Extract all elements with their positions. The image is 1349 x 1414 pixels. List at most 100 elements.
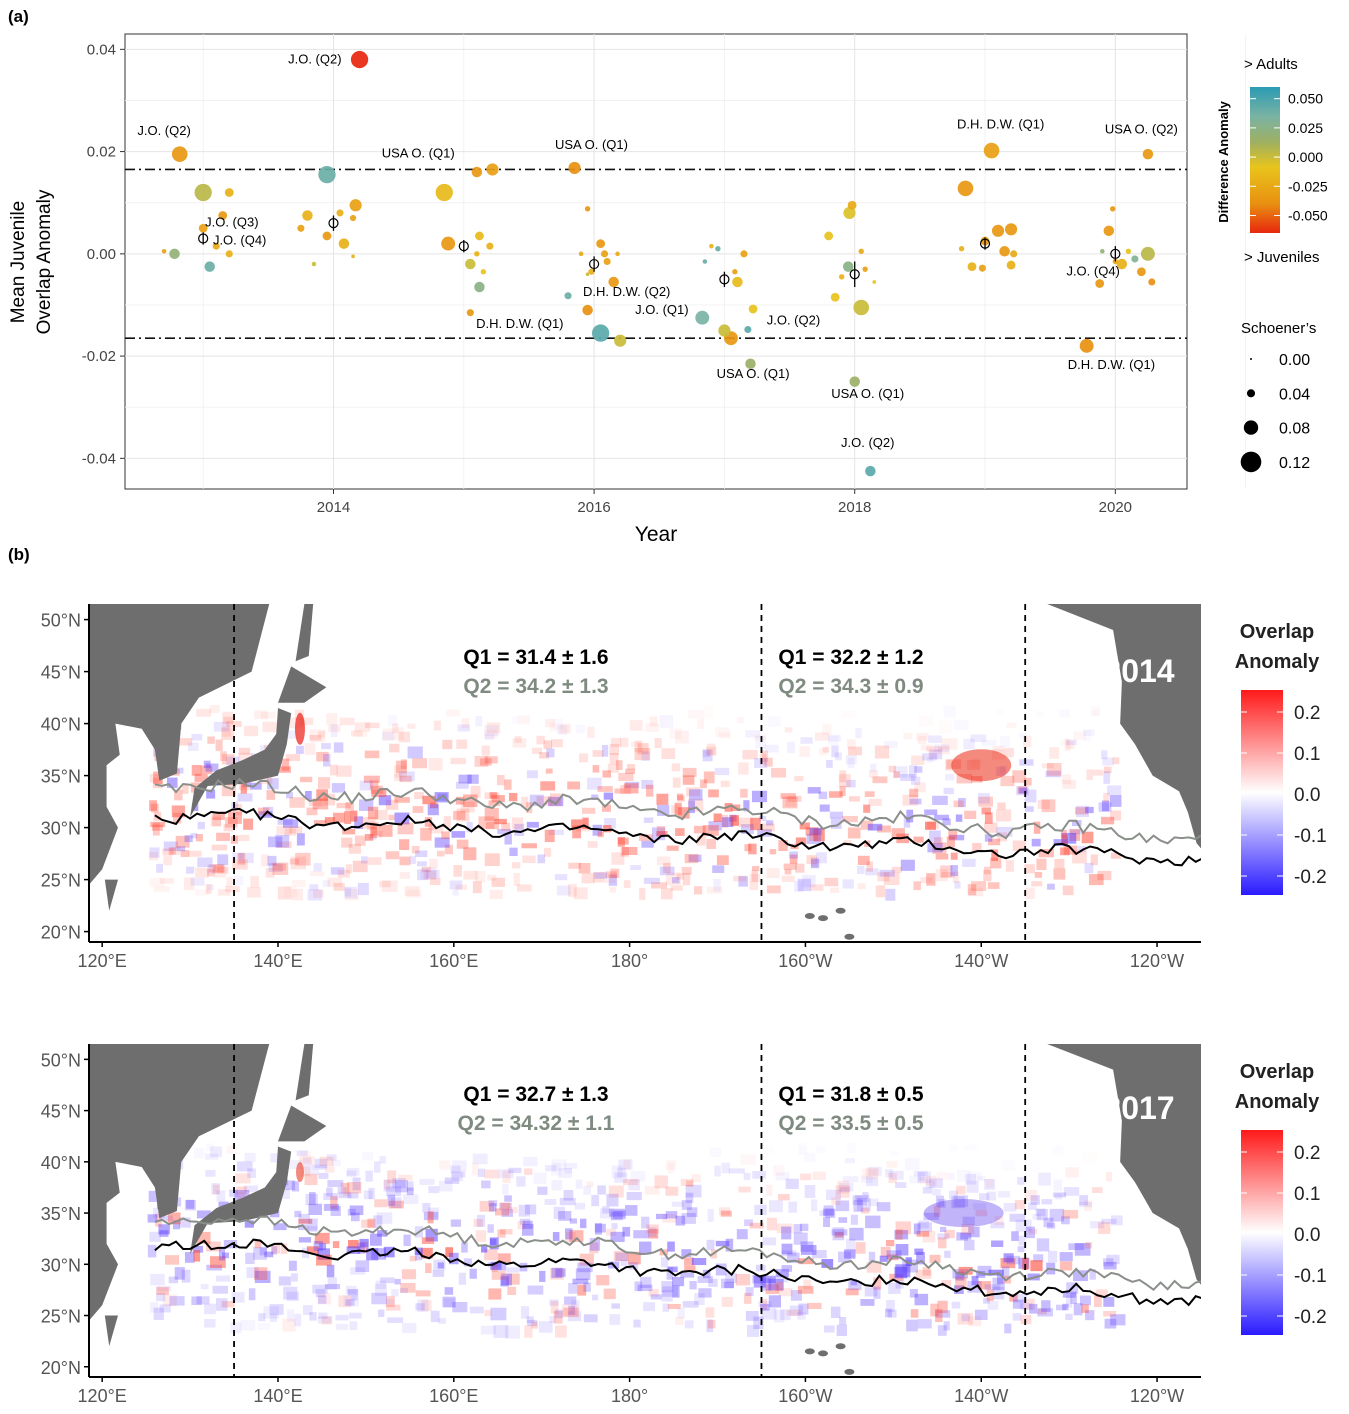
anomaly-cell — [661, 1290, 673, 1302]
anomaly-cell — [703, 771, 715, 784]
anomaly-cell — [193, 1147, 205, 1159]
anomaly-cell — [218, 889, 231, 896]
anomaly-cell — [150, 803, 159, 813]
anomaly-cell — [906, 809, 914, 823]
anomaly-cell — [507, 1207, 518, 1214]
anomaly-cell — [359, 780, 373, 791]
anomaly-cell — [985, 1178, 994, 1189]
anomaly-cell — [753, 1316, 764, 1330]
anomaly-cell — [606, 1228, 617, 1236]
point-annotation: J.O. (Q3) — [205, 215, 258, 230]
anomaly-cell — [864, 791, 875, 797]
anomaly-cell — [1013, 1294, 1027, 1303]
anomaly-cell — [305, 790, 312, 800]
anomaly-cell — [592, 824, 603, 836]
anomaly-cell — [455, 796, 465, 805]
anomaly-cell — [488, 1200, 498, 1207]
anomaly-cell — [811, 1199, 818, 1212]
anomaly-cell — [847, 757, 855, 768]
anomaly-cell — [506, 1267, 520, 1273]
anomaly-cell — [958, 797, 966, 808]
anomaly-cell — [721, 1296, 733, 1307]
anomaly-cell — [395, 760, 407, 774]
data-point — [161, 249, 167, 254]
anomaly-cell — [860, 820, 873, 830]
anomaly-cell — [905, 1158, 920, 1171]
north-america-landmass — [1047, 1044, 1201, 1357]
anomaly-cell — [954, 720, 969, 730]
data-point — [582, 304, 593, 316]
anomaly-cell — [784, 869, 792, 875]
anomaly-cell — [497, 1253, 511, 1263]
anomaly-cell — [765, 820, 774, 826]
anomaly-cell — [1024, 1190, 1038, 1201]
anomaly-cell — [1034, 871, 1043, 878]
data-point — [322, 231, 332, 241]
anomaly-cell — [721, 1278, 734, 1289]
anomaly-cell — [760, 1303, 770, 1311]
anomaly-cell — [867, 823, 883, 831]
anomaly-cell — [512, 738, 527, 748]
anomaly-cell — [1009, 1213, 1026, 1222]
anomaly-cell — [262, 721, 278, 733]
anomaly-cell — [662, 1214, 678, 1223]
anomaly-cell — [773, 1309, 785, 1323]
anomaly-cell — [702, 749, 713, 762]
anomaly-cell — [226, 721, 242, 728]
anomaly-cell — [962, 1216, 975, 1225]
anomaly-cell — [967, 884, 977, 896]
y-axis-ticks: -0.04-0.020.000.020.04 — [82, 41, 125, 467]
anomaly-cell — [643, 877, 660, 884]
anomaly-cell — [623, 880, 631, 889]
anomaly-cell — [212, 1285, 228, 1294]
anomaly-cell — [244, 1152, 256, 1162]
anomaly-cell — [845, 755, 857, 765]
anomaly-cell — [243, 1185, 258, 1192]
baja-peninsula — [1194, 827, 1201, 845]
lon-tick-label: 140°E — [253, 951, 302, 971]
data-point — [169, 248, 180, 260]
anomaly-cell — [476, 1214, 486, 1227]
anomaly-cell — [828, 735, 839, 746]
anomaly-cell — [445, 1247, 454, 1258]
anomaly-cell — [215, 739, 223, 752]
anomaly-cell — [744, 1292, 752, 1304]
anomaly-cell — [823, 1205, 834, 1217]
anomaly-cell — [1112, 757, 1120, 765]
anomaly-cell — [330, 867, 345, 875]
anomaly-cell — [222, 711, 233, 725]
anomaly-cell — [715, 1240, 730, 1247]
anomaly-cell — [575, 1268, 591, 1281]
anomaly-cell — [914, 766, 923, 773]
anomaly-cell — [822, 1208, 835, 1216]
anomaly-cell — [684, 1257, 694, 1266]
anomaly-cell — [697, 718, 705, 730]
anomaly-cell — [895, 1182, 907, 1188]
anomaly-cell — [540, 781, 556, 791]
anomaly-cell — [407, 1181, 414, 1192]
anomaly-hotspot — [294, 712, 305, 745]
anomaly-cell — [349, 1321, 358, 1331]
anomaly-cell — [648, 1229, 659, 1239]
anomaly-cell — [848, 796, 860, 802]
anomaly-cell — [803, 1279, 812, 1290]
anomaly-cell — [326, 1187, 333, 1197]
anomaly-cell — [221, 754, 235, 765]
anomaly-cell — [714, 767, 730, 776]
anomaly-cell — [350, 810, 358, 822]
anomaly-cell — [557, 724, 568, 736]
data-point — [858, 248, 864, 254]
anomaly-cell — [829, 811, 844, 819]
anomaly-cell — [221, 727, 235, 740]
anomaly-cell — [347, 1289, 359, 1296]
anomaly-cell — [318, 1312, 328, 1319]
anomaly-cell — [347, 1167, 360, 1176]
anomaly-cell — [866, 861, 873, 872]
anomaly-cell — [919, 1177, 929, 1184]
anomaly-cell — [918, 1220, 929, 1229]
anomaly-cell — [639, 1241, 652, 1255]
anomaly-cell — [551, 739, 563, 748]
colorbar-tick-label: 0.050 — [1288, 91, 1323, 107]
data-point — [608, 276, 619, 288]
anomaly-cell — [682, 767, 697, 777]
